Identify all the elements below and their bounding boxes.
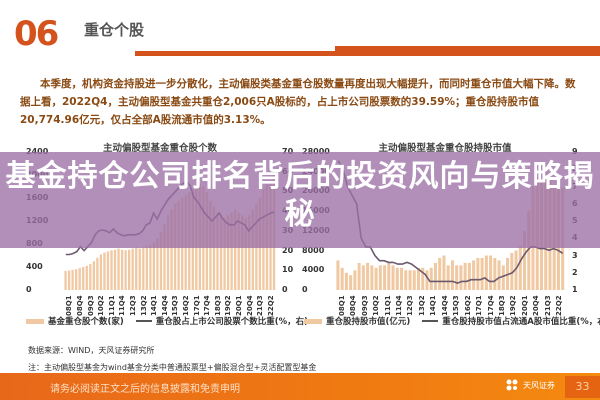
section-title: 重仓个股: [84, 21, 145, 39]
x-tick: 19Q2: [509, 295, 518, 316]
x-tick: 10Q2: [372, 295, 381, 316]
x-tick: 14Q1: [150, 295, 159, 316]
y-right-tick: 70: [282, 147, 293, 156]
brand-logo: 天风证券: [505, 378, 555, 392]
x-tick: 10Q2: [97, 295, 106, 316]
x-tick: 16Q2: [463, 295, 472, 316]
x-tick: 20Q4: [245, 295, 254, 316]
x-tick: 20Q1: [520, 295, 529, 316]
y-right-tick: 0: [282, 285, 288, 294]
y-left-tick: 8000: [302, 245, 325, 255]
x-tick: 11Q4: [118, 295, 127, 316]
x-tick: 13Q2: [417, 295, 426, 316]
legend-line-swatch: [135, 320, 152, 322]
y-left-tick: 28000: [302, 147, 330, 156]
title-underline-accent: [335, 46, 600, 56]
y-left-tick: 0: [302, 285, 308, 294]
section-number: 06: [14, 14, 59, 54]
y-right-tick: 3: [572, 250, 578, 260]
chart-title: 主动偏股型基金重仓股持股市值: [378, 143, 512, 154]
legend-bar-swatch: [304, 318, 322, 324]
legend-item: 重仓股持股市值占流通A股市值比重(%，右): [442, 317, 600, 327]
x-tick: 08Q4: [75, 295, 84, 316]
page-number: 33: [565, 376, 600, 398]
x-tick: 09Q3: [360, 295, 369, 316]
logo-text: 天风证券: [523, 380, 555, 390]
x-tick: 13Q2: [139, 295, 148, 316]
x-tick: 19Q2: [224, 295, 233, 316]
flower-logo-icon: [505, 378, 519, 392]
x-tick: 12Q3: [128, 295, 137, 316]
legend-item: 重仓股持股市值(亿元): [326, 317, 411, 327]
footer-bar: 请务必阅读正文之后的信息披露和免责申明 天风证券 33: [0, 373, 600, 400]
x-tick: 17Q4: [486, 295, 495, 316]
y-right-tick: 2: [572, 267, 578, 277]
x-tick: 21Q3: [543, 295, 552, 316]
x-tick: 11Q4: [394, 295, 403, 316]
x-tick: 17Q1: [192, 295, 201, 316]
x-tick: 17Q1: [475, 295, 484, 316]
chart-legend: 重仓股持股市值(亿元) 重仓股持股市值占流通A股市值比重(%，右): [304, 315, 600, 327]
x-tick: 08Q1: [337, 295, 346, 316]
y-left-tick: 4000: [302, 265, 325, 275]
x-tick: 11Q1: [383, 295, 392, 316]
x-tick: 14Q1: [429, 295, 438, 316]
x-tick: 22Q2: [555, 295, 564, 316]
y-right-tick: 10: [282, 265, 294, 275]
x-tick: 20Q4: [532, 295, 541, 316]
x-tick: 18Q3: [213, 295, 222, 316]
y-left-tick: 2400: [26, 147, 48, 156]
chart-title: 主动偏股型基金重仓股个数: [102, 143, 217, 154]
y-right-tick: 20: [282, 245, 294, 255]
chart-legend: 基金重仓股个数(家) 重仓股占上市公司股票个数比重(%，右): [26, 315, 308, 327]
disclaimer-text: 请务必阅读正文之后的信息披露和免责申明: [50, 384, 240, 395]
x-tick: 11Q1: [107, 295, 116, 316]
x-tick: 20Q1: [234, 295, 243, 316]
y-left-tick: 0: [26, 285, 32, 294]
intro-paragraph: 本季度，机构资金持股进一步分散化，主动偏股类基金重仓股数量再度出现大幅提升，而同…: [20, 78, 576, 126]
x-tick: 15Q3: [452, 295, 461, 316]
x-tick: 18Q3: [498, 295, 507, 316]
y-left-tick: 400: [26, 262, 43, 271]
y-right-tick: 1: [572, 285, 578, 294]
x-tick: 14Q4: [440, 295, 449, 316]
legend-line-swatch: [422, 320, 439, 322]
x-tick: 16Q2: [181, 295, 190, 316]
footnote: 注：主动偏股型基金为wind基金分类中普通股票型+偏股混合型+灵活配置型基金: [28, 363, 317, 372]
legend-item: 重仓股占上市公司股票个数比重(%，右): [155, 317, 309, 327]
x-tick: 17Q4: [203, 295, 212, 316]
headline-overlay: [0, 152, 600, 248]
y-right-tick: 9: [572, 147, 578, 156]
x-tick: 15Q3: [171, 295, 180, 316]
x-tick: 12Q3: [406, 295, 415, 316]
x-tick: 21Q3: [256, 295, 265, 316]
x-tick: 08Q4: [349, 295, 358, 316]
data-source: 数据来源：WIND，天风证券研究所: [28, 346, 155, 355]
chart-notes: 数据来源：WIND，天风证券研究所 注：主动偏股型基金为wind基金分类中普通股…: [28, 342, 316, 376]
x-tick: 09Q3: [86, 295, 95, 316]
x-tick: 22Q2: [266, 295, 275, 316]
x-tick: 14Q4: [160, 295, 169, 316]
legend-bar-swatch: [26, 318, 44, 324]
headline-text: 基金持仓公司排名背后的投资风向与策略揭秘: [5, 159, 595, 232]
x-tick: 08Q1: [65, 295, 74, 316]
legend-item: 基金重仓股个数(家): [48, 317, 124, 327]
